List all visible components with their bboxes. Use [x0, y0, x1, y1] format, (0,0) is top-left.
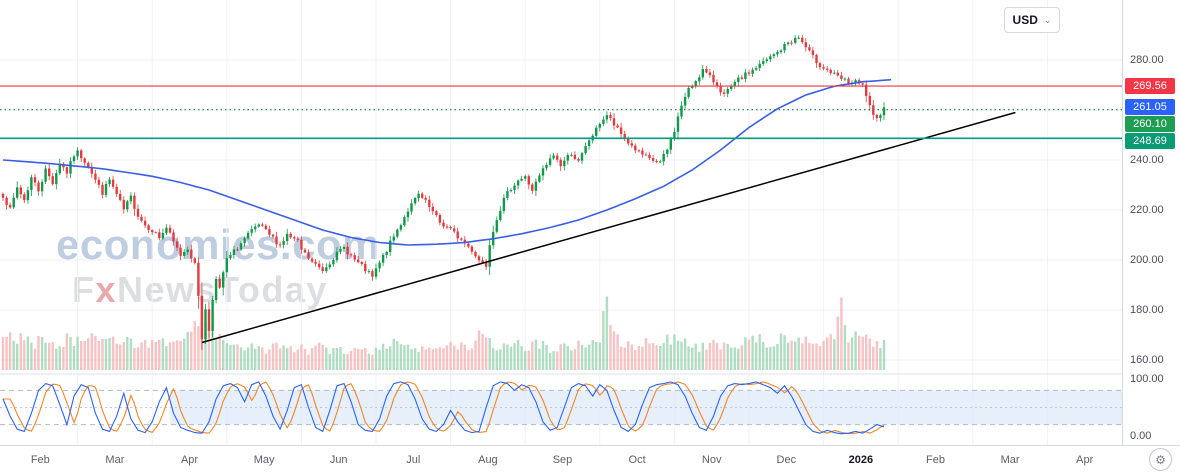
price-tick-label: 240.00 [1130, 154, 1164, 166]
price-tick-label: 180.00 [1130, 304, 1164, 316]
time-axis-month-label: Sep [552, 454, 573, 466]
time-axis-month-label: Oct [628, 454, 646, 466]
price-badge-last-price: 261.05 [1125, 99, 1175, 116]
chevron-down-icon: ⌄ [1043, 15, 1052, 25]
price-tick-label: 200.00 [1130, 254, 1164, 266]
time-axis-month-label: 2026 [848, 454, 874, 466]
oscillator-tick-label: 0.00 [1130, 430, 1152, 442]
price-axis[interactable]: 269.56 261.05 260.10 248.69 280.00 240.00… [1122, 0, 1180, 445]
currency-selector-label: USD [1012, 13, 1038, 27]
time-axis-month-label: Nov [701, 454, 722, 466]
time-axis-month-label: Jul [406, 454, 421, 466]
price-badge-support: 248.69 [1125, 133, 1175, 150]
price-tick-label: 160.00 [1130, 354, 1164, 366]
price-badge-resistance: 269.56 [1125, 78, 1175, 95]
chart-plot-area[interactable]: economies.com FxNewsToday USD ⌄ [0, 0, 1122, 445]
time-axis-month-label: Feb [30, 454, 50, 466]
time-axis-month-label: May [253, 454, 275, 466]
currency-selector[interactable]: USD ⌄ [1004, 7, 1060, 33]
time-axis-month-label: Dec [776, 454, 797, 466]
time-axis[interactable]: Feb Mar Apr May Jun Jul Aug Sep Oct Nov Dec 2026 Feb… [0, 445, 1180, 476]
price-tick-label: 280.00 [1130, 54, 1164, 66]
time-axis-month-label: Mar [105, 454, 125, 466]
time-axis-month-label: Apr [180, 454, 199, 466]
price-tick-label: 220.00 [1130, 204, 1164, 216]
price-badge-dotted-level: 260.10 [1125, 116, 1175, 133]
settings-gear-icon[interactable]: ⚙ [1149, 448, 1172, 471]
time-axis-month-label: Apr [1076, 454, 1094, 466]
time-axis-month-label: Mar [1000, 454, 1020, 466]
price-chart-canvas[interactable] [0, 0, 1122, 445]
time-axis-month-label: Jun [329, 454, 348, 466]
oscillator-tick-label: 100.00 [1130, 373, 1164, 385]
time-axis-month-label: Feb [926, 454, 945, 466]
watermark-sub-x: x [95, 269, 118, 310]
time-axis-month-label: Aug [478, 454, 498, 466]
